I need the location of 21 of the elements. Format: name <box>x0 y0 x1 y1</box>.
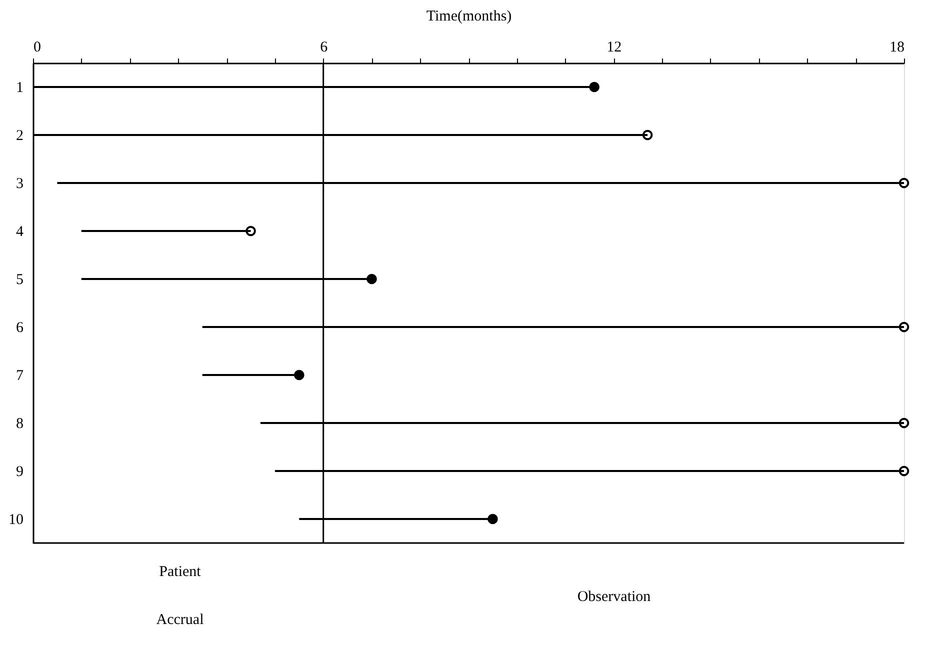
x-tick-label: 6 <box>320 40 328 56</box>
point <box>366 274 377 284</box>
x-tick-label: 0 <box>34 40 41 56</box>
y-tick-label: 6 <box>16 320 24 336</box>
y-tick-label: 9 <box>16 464 24 480</box>
x-tick-label: 12 <box>606 40 622 56</box>
y-tick-label: 7 <box>16 368 24 384</box>
y-tick-label: 4 <box>16 224 24 240</box>
x-axis-title: Time(months) <box>426 8 512 24</box>
y-tick-label: 1 <box>16 80 24 96</box>
text: Patient <box>159 564 202 580</box>
y-tick-label: 3 <box>16 176 24 192</box>
point <box>488 514 498 524</box>
y-tick-label: 10 <box>8 512 24 528</box>
y-tick-label: 2 <box>16 128 24 144</box>
x-tick-label: 18 <box>890 40 904 56</box>
text: Observation <box>577 589 652 605</box>
y-tick-label: 8 <box>16 416 24 432</box>
point <box>294 370 304 380</box>
y-tick-label: 5 <box>16 272 24 288</box>
text: Accrual <box>156 612 204 628</box>
